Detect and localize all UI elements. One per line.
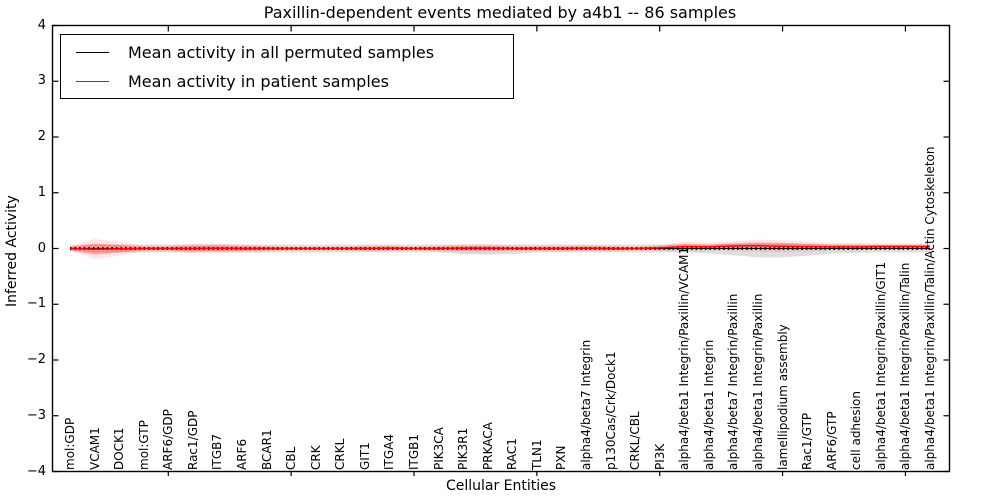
x-tick-label: CRK [308, 445, 323, 470]
x-tick-label: cell adhesion [849, 391, 864, 470]
x-tick-label: Rac1/GDP [185, 410, 200, 470]
y-tick-label: −3 [26, 407, 46, 423]
x-tick-label: alpha4/beta1 Integrin/Paxillin/Talin/Act… [923, 146, 937, 470]
x-tick-label: ITGA4 [382, 433, 397, 470]
y-tick-label: 2 [37, 129, 46, 144]
x-tick-label: mol:GDP [63, 417, 77, 470]
legend-item-patient: Mean activity in patient samples [61, 70, 513, 92]
x-tick-label: PRKACA [480, 422, 495, 470]
legend-label-permuted: Mean activity in all permuted samples [128, 42, 435, 62]
y-tick-label: 4 [37, 17, 46, 33]
black-line-swatch-icon [76, 51, 109, 53]
x-tick-label: CRKL/CBL [628, 411, 643, 470]
y-tick-label: 0 [37, 240, 46, 256]
y-tick-label: 3 [37, 73, 46, 89]
x-tick-label: Rac1/GTP [800, 412, 815, 470]
y-tick-label: 1 [37, 184, 46, 200]
legend-label-patient: Mean activity in patient samples [128, 71, 389, 91]
x-tick-label: RAC1 [505, 438, 520, 470]
x-tick-label: TLN1 [529, 439, 544, 470]
y-tick-label: −1 [26, 296, 46, 312]
x-tick-label: PIK3R1 [456, 427, 471, 470]
x-tick-label: alpha4/beta1 Integrin/Paxillin/VCAM1 [677, 246, 692, 470]
x-tick-label: p130Cas/Crk/Dock1 [603, 351, 618, 470]
y-tick-label: −2 [26, 352, 46, 367]
x-tick-label: VCAM1 [87, 427, 102, 470]
x-tick-label: alpha4/beta1 Integrin/Paxillin/GIT1 [873, 261, 888, 470]
x-tick-label: CRKL [333, 438, 348, 470]
x-tick-label: BCAR1 [259, 429, 274, 470]
x-tick-label: GIT1 [357, 442, 372, 470]
red-line-swatch-icon [76, 80, 109, 82]
x-tick-label: CBL [284, 446, 299, 470]
x-axis-title: Cellular Entities [445, 478, 557, 494]
x-tick-label: alpha4/beta1 Integrin/Paxillin/Talin [898, 262, 913, 470]
x-tick-label: alpha4/beta1 Integrin/Paxillin [751, 293, 765, 470]
x-tick-label: ARF6/GDP [161, 409, 176, 470]
x-tick-label: ITGB1 [407, 433, 421, 470]
chart-title: Paxillin-dependent events mediated by a4… [263, 3, 737, 22]
x-tick-label: PXN [554, 445, 569, 470]
y-tick-label: −4 [26, 463, 46, 479]
legend-item-permuted: Mean activity in all permuted samples [61, 41, 513, 63]
x-tick-label: ARF6 [235, 438, 249, 470]
x-tick-label: lamellipodium assembly [775, 324, 790, 470]
x-tick-label: alpha4/beta7 Integrin/Paxillin [726, 293, 741, 470]
x-tick-label: PIK3CA [431, 427, 446, 470]
x-tick-label: PI3K [652, 443, 667, 470]
x-tick-label: ARF6/GTP [824, 411, 839, 470]
x-tick-label: alpha4/beta1 Integrin [701, 339, 716, 470]
x-tick-label: DOCK1 [112, 427, 127, 470]
legend: Mean activity in all permuted samples Me… [60, 34, 514, 99]
x-tick-label: alpha4/beta7 Integrin [579, 339, 593, 470]
x-tick-label: mol:GTP [136, 420, 151, 470]
x-tick-label: ITGB7 [210, 433, 225, 470]
patient-mean-line [69, 245, 930, 250]
